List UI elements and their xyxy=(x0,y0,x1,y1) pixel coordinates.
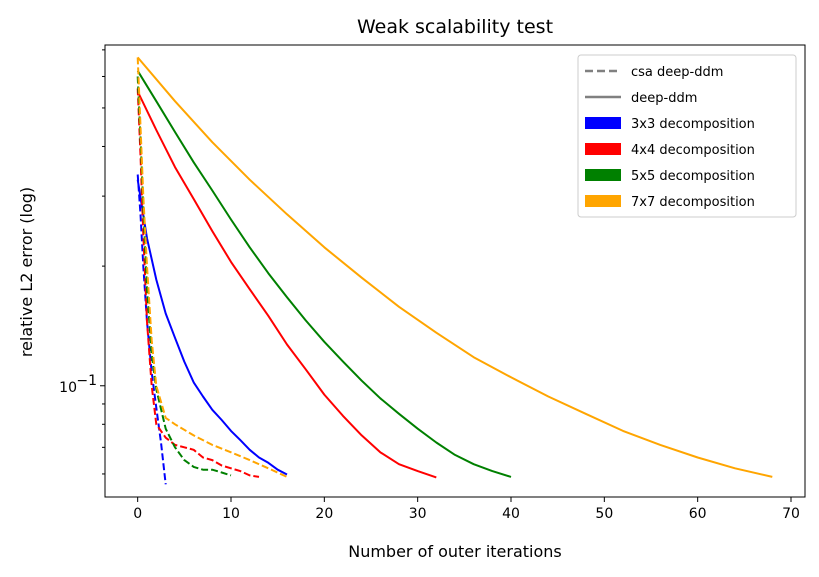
legend-label-4x4-decomposition: 4x4 decomposition xyxy=(631,143,755,158)
legend-label-csa-deep-ddm: csa deep-ddm xyxy=(631,65,723,80)
legend-label-5x5-decomposition: 5x5 decomposition xyxy=(631,169,755,184)
series-line-3x3-deep-ddm xyxy=(136,179,288,476)
series-line-3x3-csa-deep-ddm xyxy=(136,174,167,485)
x-tick-label: 50 xyxy=(595,506,613,522)
y-axis-label: relative L2 error (log) xyxy=(17,187,36,357)
legend-box xyxy=(577,54,797,218)
legend-label-3x3-decomposition: 3x3 decomposition xyxy=(631,117,755,132)
plot-area: 0 10 20 30 40 50 60 70 10 −1 xyxy=(59,44,806,522)
legend-swatch-4x4-decomposition xyxy=(585,143,621,155)
legend-swatch-7x7-decomposition xyxy=(585,195,621,207)
y-tick-label-exponent: −1 xyxy=(76,373,97,389)
series-line-5x5-deep-ddm xyxy=(136,70,512,478)
chart-title: Weak scalability test xyxy=(357,16,553,38)
x-tick-label: 70 xyxy=(782,506,800,522)
series-line-7x7-deep-ddm xyxy=(136,56,773,478)
series-line-4x4-deep-ddm xyxy=(136,91,437,479)
legend-label-7x7-decomposition: 7x7 decomposition xyxy=(631,195,755,210)
plot-frame xyxy=(104,44,806,498)
x-tick-label: 30 xyxy=(409,506,427,522)
legend-swatch-5x5-decomposition xyxy=(585,169,621,181)
x-axis-ticks: 0 10 20 30 40 50 60 70 xyxy=(133,497,800,522)
x-tick-label: 0 xyxy=(133,506,142,522)
x-axis-label: Number of outer iterations xyxy=(348,542,562,561)
x-tick-label: 60 xyxy=(689,506,707,522)
x-tick-label: 10 xyxy=(222,506,240,522)
legend-label-deep-ddm: deep-ddm xyxy=(631,91,697,106)
legend: csa deep-ddm deep-ddm 3x3 decomposition 4x4… xyxy=(577,54,797,218)
x-tick-label: 40 xyxy=(502,506,520,522)
series-lines xyxy=(136,56,773,485)
series-line-4x4-csa-deep-ddm xyxy=(136,88,260,478)
series-line-7x7-csa-deep-ddm xyxy=(136,57,288,478)
legend-swatch-3x3-decomposition xyxy=(585,117,621,129)
y-axis-ticks: 10 −1 xyxy=(59,49,105,475)
y-tick-label: 10 xyxy=(59,380,77,396)
x-tick-label: 20 xyxy=(315,506,333,522)
